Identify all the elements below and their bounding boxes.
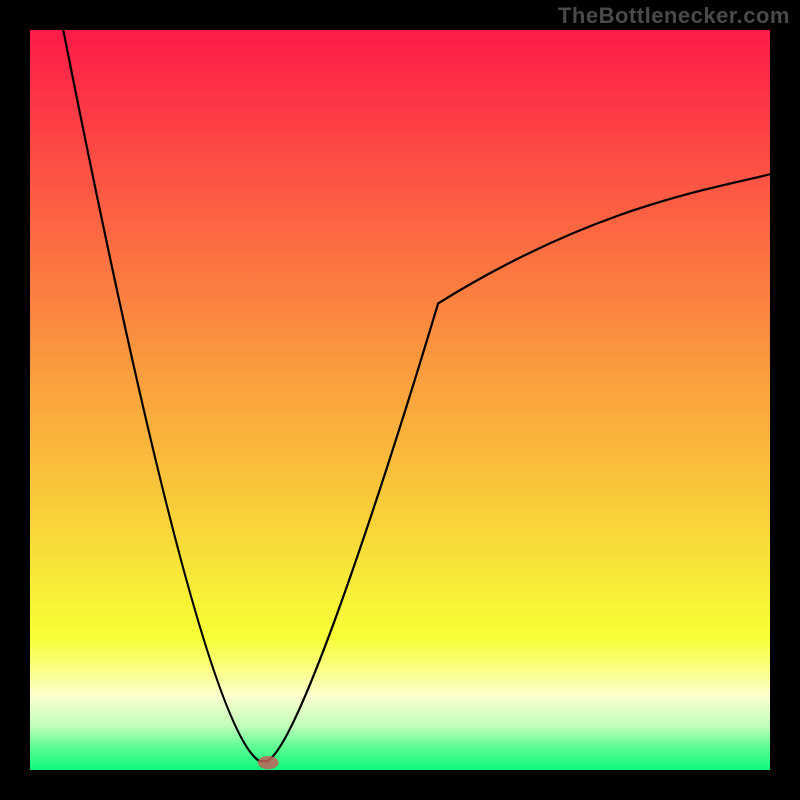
frame-bottom bbox=[0, 770, 800, 800]
chart-stage: TheBottlenecker.com bbox=[0, 0, 800, 800]
watermark-text: TheBottlenecker.com bbox=[558, 3, 790, 29]
frame-right bbox=[770, 0, 800, 800]
frame-left bbox=[0, 0, 30, 800]
bottleneck-chart bbox=[0, 0, 800, 800]
minimum-marker bbox=[258, 756, 279, 769]
